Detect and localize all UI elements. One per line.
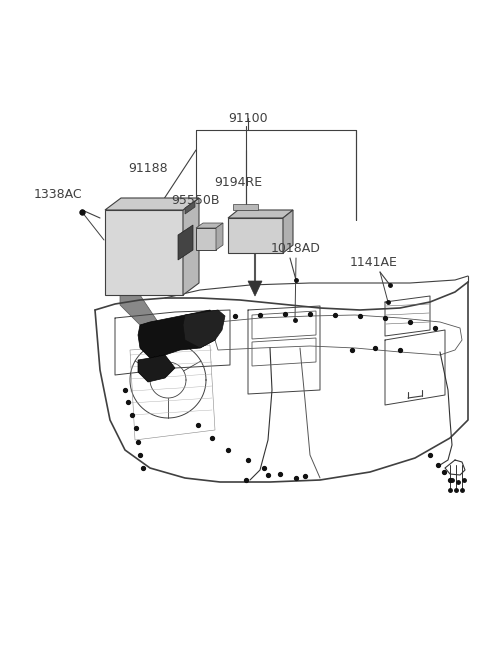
Polygon shape: [196, 223, 223, 228]
Polygon shape: [105, 210, 183, 295]
Text: 9194RE: 9194RE: [214, 176, 262, 189]
Polygon shape: [228, 210, 293, 218]
Polygon shape: [138, 355, 175, 382]
Polygon shape: [248, 281, 262, 296]
Polygon shape: [105, 198, 199, 210]
Polygon shape: [233, 204, 258, 210]
Polygon shape: [183, 310, 225, 348]
Polygon shape: [178, 225, 193, 260]
Polygon shape: [228, 218, 283, 253]
Polygon shape: [183, 198, 199, 295]
Text: 1141AE: 1141AE: [350, 255, 398, 269]
Polygon shape: [185, 201, 195, 214]
Polygon shape: [216, 223, 223, 250]
Text: 91100: 91100: [228, 111, 268, 124]
Polygon shape: [120, 295, 160, 335]
Text: 91188: 91188: [128, 162, 168, 174]
Polygon shape: [283, 210, 293, 253]
Polygon shape: [196, 228, 216, 250]
Text: 1338AC: 1338AC: [34, 187, 82, 200]
Text: 95550B: 95550B: [172, 193, 220, 206]
Text: 1018AD: 1018AD: [271, 242, 321, 255]
Polygon shape: [138, 310, 215, 358]
